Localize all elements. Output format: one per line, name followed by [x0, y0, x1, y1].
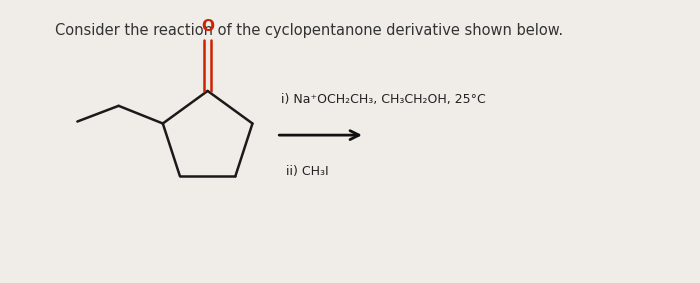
Text: O: O — [201, 19, 214, 34]
Text: Consider the reaction of the cyclopentanone derivative shown below.: Consider the reaction of the cyclopentan… — [55, 23, 564, 38]
Text: ii) CH₃I: ii) CH₃I — [286, 165, 329, 177]
Text: i) Na⁺OCH₂CH₃, CH₃CH₂OH, 25°C: i) Na⁺OCH₂CH₃, CH₃CH₂OH, 25°C — [281, 93, 486, 106]
